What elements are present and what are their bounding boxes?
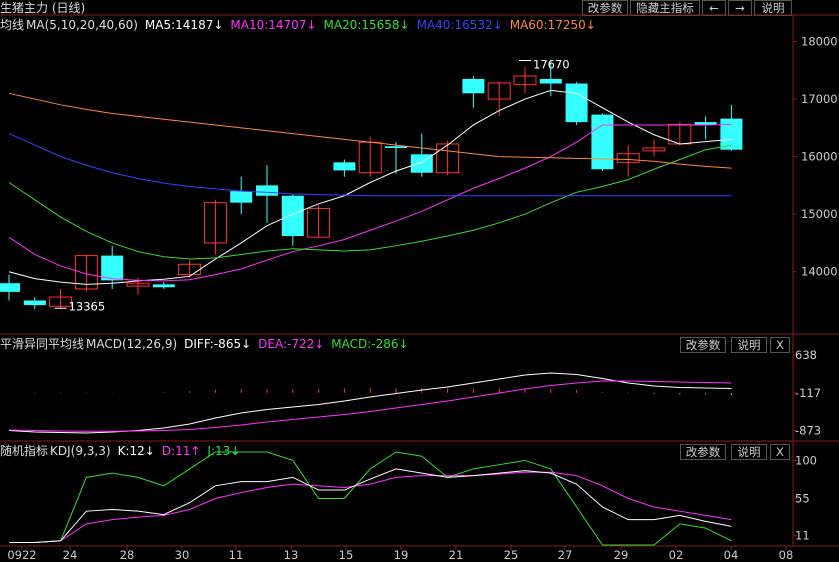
date-axis-label: 0922 [7, 548, 36, 562]
macd-axis-label: 638 [795, 348, 817, 362]
ma10-value: MA10:14707↓ [230, 18, 317, 32]
macd-help-button[interactable]: 说明 [731, 337, 767, 353]
price-axis-label: 15000 [801, 207, 838, 221]
ma-legend-name: 均线 [0, 18, 25, 32]
candle-body-down [281, 195, 304, 237]
ma20-value: MA20:15658↓ [323, 18, 410, 32]
kdj-legend-name: 随机指标 [0, 444, 49, 458]
date-axis-label: 04 [724, 548, 739, 562]
kdj-legend-params: KDJ(9,3,3) [50, 444, 111, 458]
k-value: K:12↓ [117, 444, 155, 458]
candle-body-down [462, 78, 485, 94]
ma40-line [8, 133, 732, 197]
low-price-label: 13365 [69, 299, 106, 313]
candle-body-up [616, 153, 640, 163]
macd-value: MACD:-286↓ [331, 337, 409, 351]
kdj-help-button[interactable]: 说明 [731, 444, 767, 460]
ma60-line [8, 92, 732, 169]
j-value: J:13↓ [207, 444, 241, 458]
candle-body-down [333, 162, 356, 171]
diff-line [8, 372, 732, 434]
ma40-value: MA40:16532↓ [416, 18, 503, 32]
candle-body-down [256, 185, 278, 196]
date-axis-label: 21 [449, 548, 464, 562]
macd-legend-params: MACD(12,26,9) [86, 337, 178, 351]
kdj-axis-label: 11 [795, 529, 810, 543]
date-axis-label: 08 [779, 548, 794, 562]
date-axis-label: 30 [175, 548, 190, 562]
j-line [9, 451, 732, 546]
candle-body-down [0, 283, 20, 292]
ma-legend: 均线 MA(5,10,20,40,60) MA5:14187↓ MA10:14707↓… [0, 17, 603, 33]
date-axis-label: 28 [120, 548, 135, 562]
macd-close-icon[interactable]: X [770, 337, 790, 353]
ma5-line [8, 89, 732, 285]
macd-legend-name: 平滑异同平均线 [0, 337, 85, 351]
d-value: D:11↑ [161, 444, 201, 458]
kdj-params-button[interactable]: 改参数 [680, 444, 726, 460]
price-axis-label: 17000 [801, 92, 838, 106]
candle-body-up [74, 255, 98, 290]
diff-value: DIFF:-865↓ [184, 337, 252, 351]
date-axis-label: 25 [504, 548, 519, 562]
date-axis-label: 19 [394, 548, 409, 562]
kdj-axis-label: 55 [795, 492, 810, 506]
candle-body-up [203, 202, 227, 244]
candle-body-down [694, 122, 717, 125]
ma5-value: MA5:14187↓ [144, 18, 224, 32]
candle-body-up [642, 147, 666, 152]
d-line [9, 471, 732, 543]
candle-body-down [23, 300, 46, 306]
ma60-value: MA60:17250↓ [509, 18, 596, 32]
ma10-line [8, 123, 732, 282]
date-axis-label: 24 [63, 548, 78, 562]
kdj-axis-label: 100 [795, 453, 817, 467]
kdj-close-icon[interactable]: X [770, 444, 790, 460]
candle-body-up [126, 282, 150, 287]
k-line [9, 468, 732, 543]
macd-axis-label: -117 [795, 386, 821, 400]
high-price-label: 17670 [533, 58, 570, 72]
candle-body-up [436, 143, 460, 174]
candle-body-down [101, 255, 124, 281]
price-axis-label: 18000 [801, 35, 838, 49]
candle-body-down [591, 114, 614, 170]
macd-axis-label: -873 [795, 424, 821, 438]
date-axis-label: 02 [669, 548, 684, 562]
candle-body-down [152, 284, 175, 288]
chart-title: 生猪主力 (日线) [0, 1, 86, 15]
kdj-legend: 随机指标 KDJ(9,3,3) K:12↓ D:11↑ J:13↓ [0, 443, 247, 459]
candle-body-down [230, 191, 253, 203]
candle-body-up [49, 296, 73, 307]
candle-body-up [307, 207, 331, 238]
candle-body-down [720, 118, 743, 150]
price-axis-label: 14000 [801, 265, 838, 279]
date-axis-label: 13 [284, 548, 299, 562]
dea-line [8, 380, 732, 432]
candle-body-up [487, 82, 511, 100]
candle-body-down [539, 78, 562, 84]
price-axis-label: 16000 [801, 150, 838, 164]
macd-legend: 平滑异同平均线 MACD(12,26,9) DIFF:-865↓ DEA:-722↓ M… [0, 336, 416, 352]
candle-body-up [513, 75, 537, 86]
ma20-line [8, 144, 732, 260]
candle-body-down [565, 83, 588, 123]
dea-value: DEA:-722↓ [258, 337, 325, 351]
date-axis-label: 11 [229, 548, 244, 562]
ma-legend-params: MA(5,10,20,40,60) [26, 18, 138, 32]
date-axis-label: 27 [558, 548, 573, 562]
macd-params-button[interactable]: 改参数 [680, 337, 726, 353]
candle-body-down [385, 146, 407, 148]
date-axis-label: 15 [339, 548, 354, 562]
date-axis-label: 29 [614, 548, 629, 562]
